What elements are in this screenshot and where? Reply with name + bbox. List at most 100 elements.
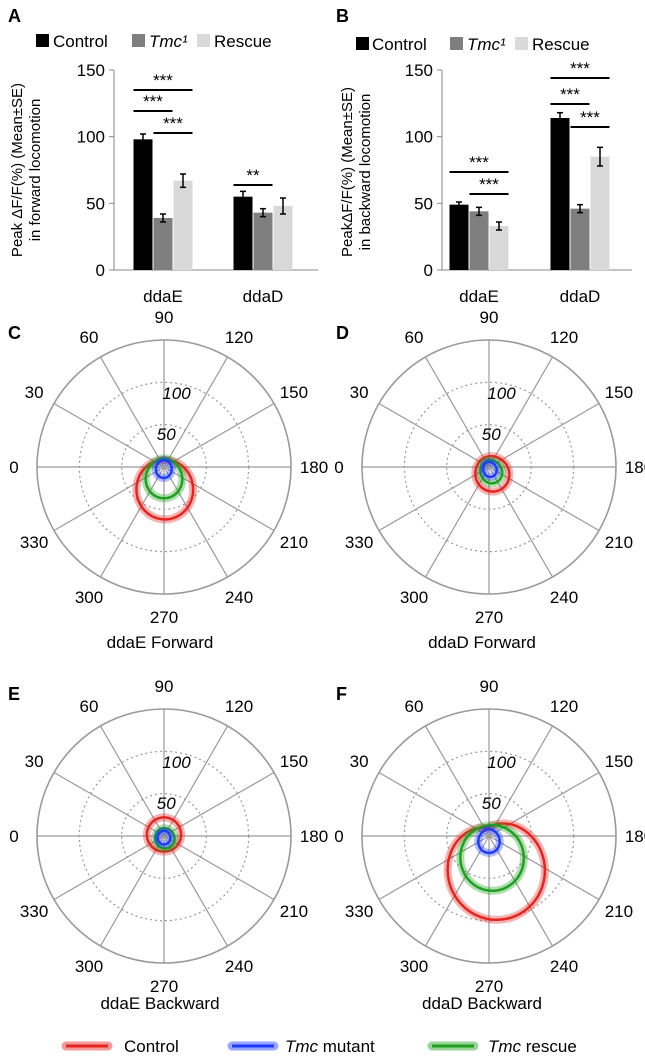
polar-angle-label: 330 <box>20 902 48 921</box>
polar-series-line <box>477 827 501 855</box>
panel-letter-a: A <box>8 6 21 26</box>
polar-series-line <box>479 458 504 485</box>
polar-spoke <box>488 725 554 837</box>
polar-spoke <box>488 356 554 468</box>
polar-spoke <box>163 402 275 468</box>
x-category-label: ddaE <box>143 287 183 306</box>
polar-spoke <box>378 402 490 468</box>
polar-spoke <box>378 466 490 532</box>
y-tick-label: 100 <box>77 128 105 147</box>
polar-angle-label: 60 <box>80 328 99 347</box>
polar-ring-label: 100 <box>162 384 191 403</box>
polar-spoke <box>53 402 165 468</box>
polar-angle-label: 210 <box>605 902 633 921</box>
polar-ring-label: 50 <box>157 794 176 813</box>
polar-angle-label: 270 <box>475 608 503 627</box>
panel-e: E 90 120 150 180 210 240 270 300 330 0 30 60 50 100 d… <box>8 677 328 1013</box>
x-category-label: ddaD <box>243 287 284 306</box>
polar-angle-label: 30 <box>25 752 44 771</box>
polar-angle-label: 30 <box>350 752 369 771</box>
polar-angle-label: 300 <box>400 957 428 976</box>
polar-spoke <box>99 725 165 837</box>
polar-plot-d: 90 120 150 180 210 240 270 300 330 0 30 60 50 100 <box>334 308 645 627</box>
significance-label: *** <box>479 175 499 194</box>
polar-angle-label: 30 <box>25 383 44 402</box>
polar-angle-label: 270 <box>150 608 178 627</box>
polar-ring-label: 100 <box>487 753 516 772</box>
bar <box>489 226 509 270</box>
polar-spoke <box>488 402 600 468</box>
polar-angle-label: 180 <box>625 827 645 846</box>
legend-swatch-tmc1 <box>132 34 145 47</box>
legend-label-mutant-rest: mutant <box>318 1037 375 1056</box>
polar-spoke <box>163 356 229 468</box>
polar-spoke <box>424 725 490 837</box>
polar-angle-label: 150 <box>280 752 308 771</box>
polar-angle-label: 120 <box>550 697 578 716</box>
polar-angle-label: 0 <box>334 458 343 477</box>
polar-spoke <box>53 835 165 901</box>
polar-angle-label: 240 <box>550 957 578 976</box>
polar-plot-c: 90 120 150 180 210 240 270 300 330 0 30 60 50 100 <box>9 308 328 627</box>
x-category-label: ddaD <box>560 287 601 306</box>
polar-angle-label: 240 <box>225 957 253 976</box>
polar-spoke <box>163 835 229 947</box>
polar-series-line <box>459 823 526 893</box>
polar-angle-label: 120 <box>225 328 253 347</box>
bar <box>133 139 153 270</box>
polar-angle-label: 240 <box>550 588 578 607</box>
polar-spoke <box>488 466 554 578</box>
polar-angle-label: 210 <box>280 902 308 921</box>
polar-series-line <box>446 822 547 922</box>
polar-series-line <box>153 826 176 850</box>
polar-spoke <box>99 835 165 947</box>
polar-ring-label: 50 <box>482 794 501 813</box>
polar-spoke <box>53 771 165 837</box>
polar-spoke <box>99 466 165 578</box>
legend-swatch-control <box>356 37 369 50</box>
bar <box>153 218 173 270</box>
polar-title-c: ddaE Forward <box>107 633 214 652</box>
y-tick-label: 0 <box>96 261 105 280</box>
panel-a: A Control Tmc¹ Rescue Peak ΔF/F(%) (Mean… <box>8 6 318 306</box>
legend-swatch-rescue <box>515 37 528 50</box>
y-tick-label: 150 <box>77 61 105 80</box>
legend-label-rescue-rest: rescue <box>521 1037 577 1056</box>
significance-label: *** <box>153 71 173 90</box>
bar <box>469 211 489 270</box>
polar-angle-label: 90 <box>155 677 174 696</box>
panel-b: B Control Tmc¹ Rescue PeakΔF/F(%) (Mean±… <box>336 6 632 306</box>
polar-angle-label: 300 <box>75 588 103 607</box>
polar-angle-label: 60 <box>405 328 424 347</box>
polar-spoke <box>378 771 490 837</box>
polar-angle-label: 0 <box>334 827 343 846</box>
polar-angle-label: 180 <box>300 458 328 477</box>
bar <box>273 206 293 270</box>
panel-d: D 90 120 150 180 210 240 270 300 330 0 30 60 50 100 d… <box>334 308 645 652</box>
y-tick-label: 50 <box>414 194 433 213</box>
polar-spoke <box>488 835 554 947</box>
panel-letter-e: E <box>8 684 20 704</box>
polar-spoke <box>378 835 490 901</box>
polar-ring-label: 50 <box>482 425 501 444</box>
legend-label-control: Control <box>124 1037 179 1056</box>
legend-label-mutant: Tmc mutant <box>285 1037 375 1056</box>
bar <box>233 196 253 270</box>
significance-label: *** <box>163 114 183 133</box>
panel-letter-c: C <box>8 323 21 343</box>
polar-angle-label: 120 <box>550 328 578 347</box>
panel-letter-b: B <box>336 6 349 26</box>
polar-angle-label: 180 <box>625 458 645 477</box>
legend-label-rescue-italic: Tmc <box>488 1037 522 1056</box>
polar-angle-label: 90 <box>155 308 174 327</box>
polar-ring-label: 100 <box>162 753 191 772</box>
bar <box>449 204 469 270</box>
x-category-label: ddaE <box>459 287 499 306</box>
polar-series-line <box>154 458 173 480</box>
bar <box>173 180 193 270</box>
legend-label-rescue: Rescue <box>532 35 590 54</box>
polar-spoke <box>163 725 229 837</box>
